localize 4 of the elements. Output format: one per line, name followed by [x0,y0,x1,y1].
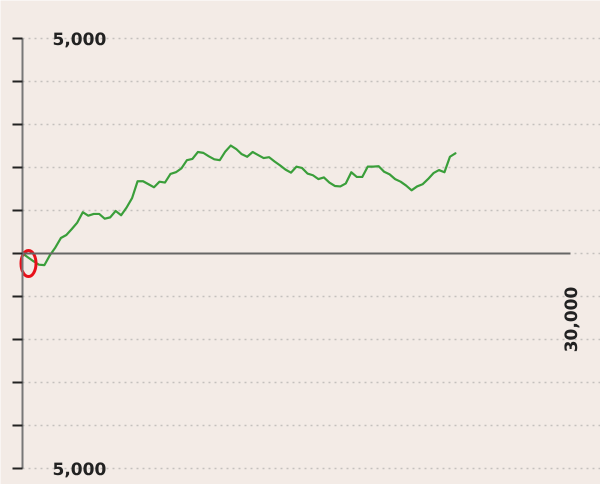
y-tick-label: 5,000 [52,460,106,480]
y-tick-label: 5,000 [52,30,106,50]
line-series [21,144,457,266]
x-tick-label: 30,000 [562,286,582,352]
